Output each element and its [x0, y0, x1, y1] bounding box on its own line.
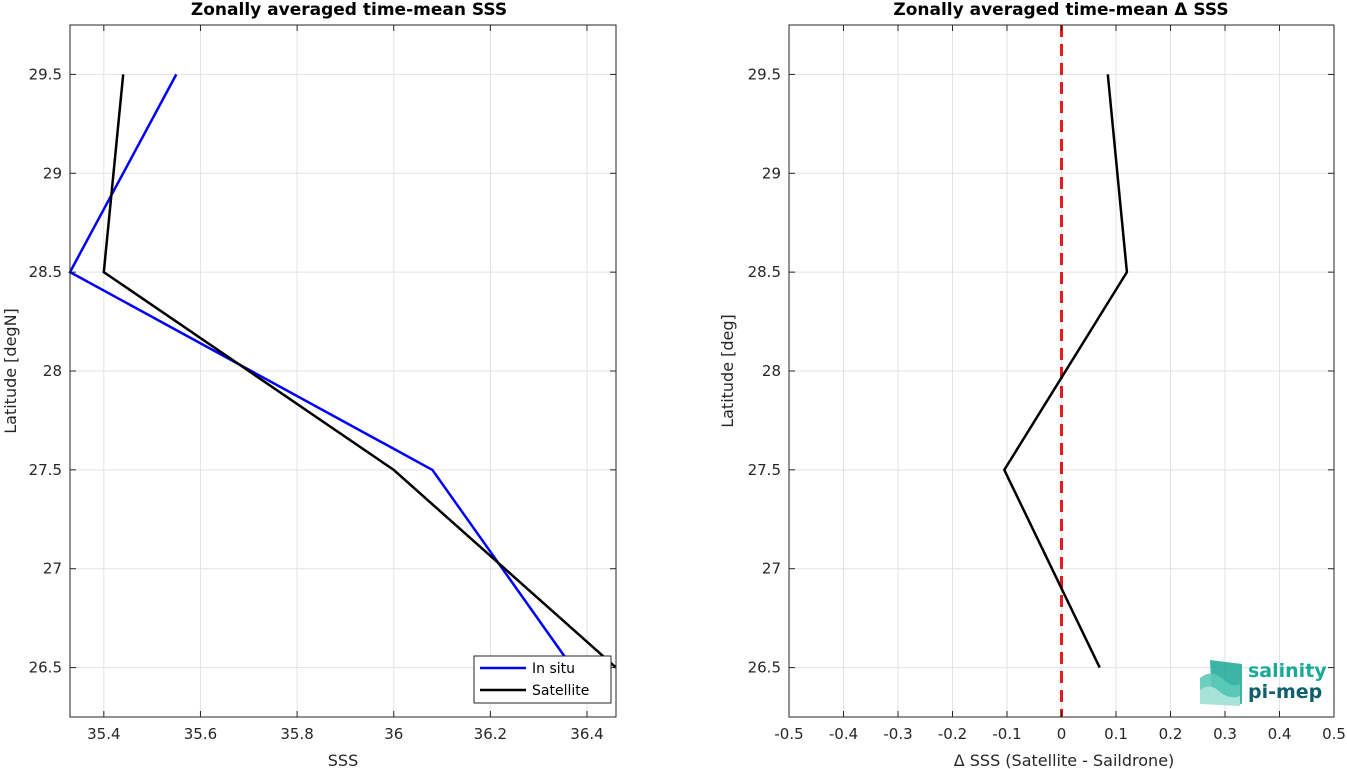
logo-line1: salinity	[1248, 660, 1327, 682]
right-xtick-label: -0.4	[829, 725, 858, 743]
left-ytick-label: 29.5	[29, 65, 62, 83]
left-legend: In situ Satellite	[473, 655, 612, 704]
left-series-group	[68, 73, 617, 669]
right-series-line-0	[1002, 74, 1129, 669]
left-xlabel: SSS	[328, 751, 358, 769]
right-xtick-label: 0	[1057, 725, 1067, 743]
right-ytick-label: 28.5	[748, 263, 781, 281]
logo-wave-icon	[1200, 660, 1242, 706]
right-xtick-label: -0.5	[774, 725, 803, 743]
left-ytick-label: 27.5	[29, 461, 62, 479]
left-title: Zonally averaged time-mean SSS	[191, 0, 507, 20]
right-xtick-label: 0.5	[1322, 725, 1346, 743]
right-ytick-label: 27.5	[748, 461, 781, 479]
salinity-pi-mep-logo: salinity pi-mep	[1200, 660, 1327, 706]
left-xtick-label: 35.4	[87, 725, 120, 743]
right-xtick-label: -0.1	[992, 725, 1021, 743]
right-ytick-label: 29.5	[748, 65, 781, 83]
right-xtick-label: -0.3	[883, 725, 912, 743]
right-ytick-label: 27	[762, 560, 781, 578]
right-xtick-label: -0.2	[938, 725, 967, 743]
left-panel: 35.4 35.6 35.8 36 36.2 36.4 26.5 27 27.5 28 28.5 29…	[1, 0, 617, 769]
right-ylabel: Latitude [deg]	[718, 314, 737, 428]
right-xtick-label: 0.1	[1104, 725, 1128, 743]
right-ytick-label: 26.5	[748, 659, 781, 677]
left-series-line-1	[102, 74, 617, 669]
left-ylabel: Latitude [degN]	[1, 308, 20, 434]
left-ytick-label: 28	[43, 362, 62, 380]
left-series-line-0	[68, 73, 574, 669]
right-panel: -0.5 -0.4 -0.3 -0.2 -0.1 0 0.1 0.2 0.3 0.4 0.5 26.5…	[718, 0, 1346, 769]
left-xtick-label: 36.2	[474, 725, 507, 743]
right-ticks: -0.5 -0.4 -0.3 -0.2 -0.1 0 0.1 0.2 0.3 0.4 0.5 26.5…	[748, 25, 1346, 743]
right-xlabel: Δ SSS (Satellite - Saildrone)	[954, 751, 1175, 769]
right-ytick-label: 29	[762, 164, 781, 182]
left-ytick-label: 28.5	[29, 263, 62, 281]
left-xtick-label: 36.4	[570, 725, 603, 743]
right-series-group	[1002, 25, 1129, 717]
left-ticks: 35.4 35.6 35.8 36 36.2 36.4 26.5 27 27.5 28 28.5 29…	[29, 25, 616, 743]
left-xtick-label: 36	[384, 725, 403, 743]
right-ytick-label: 28	[762, 362, 781, 380]
right-xtick-label: 0.2	[1159, 725, 1183, 743]
left-ytick-label: 29	[43, 164, 62, 182]
left-xtick-label: 35.8	[280, 725, 313, 743]
left-grid	[70, 25, 616, 717]
legend-label-satellite: Satellite	[532, 683, 589, 699]
legend-label-in-situ: In situ	[532, 661, 575, 677]
right-xtick-label: 0.4	[1268, 725, 1292, 743]
left-ytick-label: 27	[43, 560, 62, 578]
left-xtick-label: 35.6	[184, 725, 217, 743]
left-ytick-label: 26.5	[29, 659, 62, 677]
logo-line2: pi-mep	[1248, 681, 1322, 703]
right-xtick-label: 0.3	[1213, 725, 1237, 743]
right-title: Zonally averaged time-mean Δ SSS	[893, 0, 1228, 20]
legend-box	[473, 655, 612, 704]
